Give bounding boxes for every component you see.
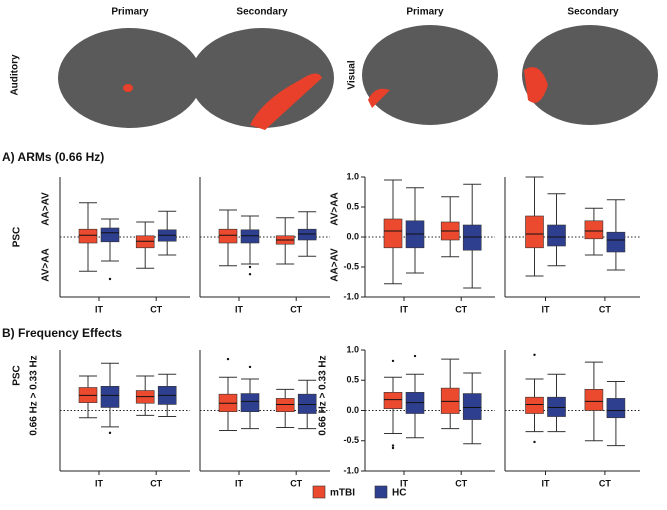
outlier — [533, 353, 536, 357]
brain-region — [368, 88, 390, 108]
legend-label: mTBI — [330, 488, 355, 499]
box — [78, 228, 98, 244]
box — [240, 393, 260, 413]
box — [100, 385, 120, 408]
outlier — [226, 357, 230, 361]
legend-label: HC — [392, 488, 406, 499]
outlier — [413, 354, 417, 358]
y-label: AV>AA — [41, 248, 52, 281]
x-tick-label: IT — [400, 304, 409, 314]
brains — [58, 25, 658, 130]
x-tick-label: CT — [150, 304, 162, 314]
y-tick-label: 1.0 — [346, 344, 359, 354]
outlier — [391, 446, 395, 450]
column-header: Secondary — [236, 7, 288, 18]
box — [462, 224, 482, 251]
section-title: B) Frequency Effects — [2, 326, 122, 340]
outlier — [391, 444, 395, 447]
outlier — [108, 431, 112, 435]
box — [297, 393, 317, 414]
brain — [522, 25, 658, 125]
x-tick-label: IT — [95, 304, 104, 314]
x-tick-label: CT — [455, 304, 467, 314]
outlier — [108, 277, 112, 281]
y-label: AV>AA — [330, 192, 341, 225]
box — [606, 398, 626, 419]
box — [606, 231, 626, 253]
y-tick-label: -0.5 — [343, 261, 359, 271]
legend-swatch — [374, 485, 388, 499]
box — [584, 220, 604, 240]
box — [218, 228, 238, 244]
y-tick-label: 0.5 — [346, 201, 359, 211]
x-tick-label: IT — [542, 478, 551, 488]
section-title: A) ARMs (0.66 Hz) — [2, 150, 104, 164]
y-label: PSC — [12, 365, 23, 386]
y-label: AA>AV — [41, 192, 52, 226]
x-tick-label: CT — [150, 478, 162, 488]
box — [547, 396, 566, 417]
x-tick-label: IT — [542, 304, 551, 314]
box — [383, 218, 403, 249]
column-header: Primary — [406, 7, 444, 18]
y-label: 0.66 Hz > 0.33 Hz — [318, 355, 329, 435]
x-tick-label: IT — [400, 478, 409, 488]
box — [584, 389, 604, 411]
brain — [190, 28, 334, 128]
row-label: Auditory — [10, 54, 21, 96]
y-tick-label: -0.5 — [343, 435, 359, 445]
y-tick-label: 0.0 — [346, 231, 359, 241]
box — [135, 235, 155, 249]
outlier — [248, 365, 252, 369]
y-tick-label: -1.0 — [343, 465, 359, 475]
box — [100, 227, 120, 243]
outlier — [391, 359, 395, 363]
brain — [58, 28, 202, 128]
box — [547, 224, 566, 247]
box — [440, 387, 460, 414]
x-tick-label: IT — [235, 304, 244, 314]
legend-swatch — [312, 485, 326, 499]
y-tick-label: 0.0 — [346, 405, 359, 415]
box — [525, 215, 544, 249]
outlier — [248, 265, 252, 269]
brain-region — [250, 73, 322, 130]
row-label: Visual — [347, 60, 358, 89]
brain — [362, 25, 498, 125]
x-tick-label: CT — [455, 478, 467, 488]
brain-region — [524, 67, 548, 103]
outlier — [248, 273, 252, 276]
y-label: PSC — [12, 227, 23, 248]
box — [275, 398, 295, 413]
column-header: Secondary — [567, 7, 619, 18]
x-tick-label: CT — [290, 304, 302, 314]
column-header: Primary — [111, 7, 149, 18]
box — [383, 392, 403, 409]
y-label: 0.66 Hz > 0.33 Hz — [29, 355, 40, 435]
y-tick-label: 0.5 — [346, 375, 359, 385]
y-tick-label: -1.0 — [343, 291, 359, 301]
box — [240, 229, 260, 244]
x-tick-label: IT — [235, 478, 244, 488]
x-tick-label: IT — [95, 478, 104, 488]
y-label: AA>AV — [330, 248, 341, 282]
x-tick-label: CT — [599, 478, 611, 488]
box — [297, 228, 317, 241]
box — [525, 396, 544, 414]
box — [462, 393, 482, 420]
x-tick-label: CT — [290, 478, 302, 488]
brain-region — [123, 84, 133, 92]
y-tick-label: 1.0 — [346, 171, 359, 181]
x-tick-label: CT — [599, 304, 611, 314]
outlier — [533, 440, 536, 444]
